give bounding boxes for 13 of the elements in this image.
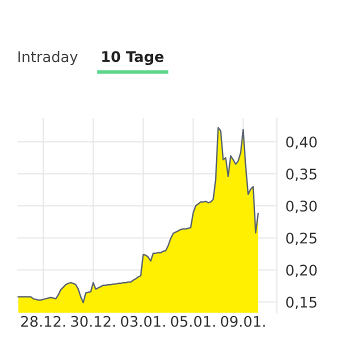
text: Intraday (18, 50, 78, 66)
text: 10 Tage (102, 51, 164, 66)
y-tick-label: 0,15 (286, 296, 316, 310)
x-tick-label: 05.01. (170, 316, 215, 327)
x-tick-label: 03.01. (120, 316, 165, 327)
y-tick-label: 0,20 (286, 264, 317, 278)
x-tick-label: 09.01. (220, 316, 265, 327)
y-tick-label: 0,25 (286, 232, 316, 246)
y-tick-label: 0,40 (286, 136, 317, 150)
x-tick-label: 28.12. (21, 316, 65, 327)
y-tick-label: 0,30 (286, 200, 317, 214)
y-tick-label: 0,35 (286, 168, 316, 182)
x-tick-label: 30.12. (71, 316, 115, 327)
